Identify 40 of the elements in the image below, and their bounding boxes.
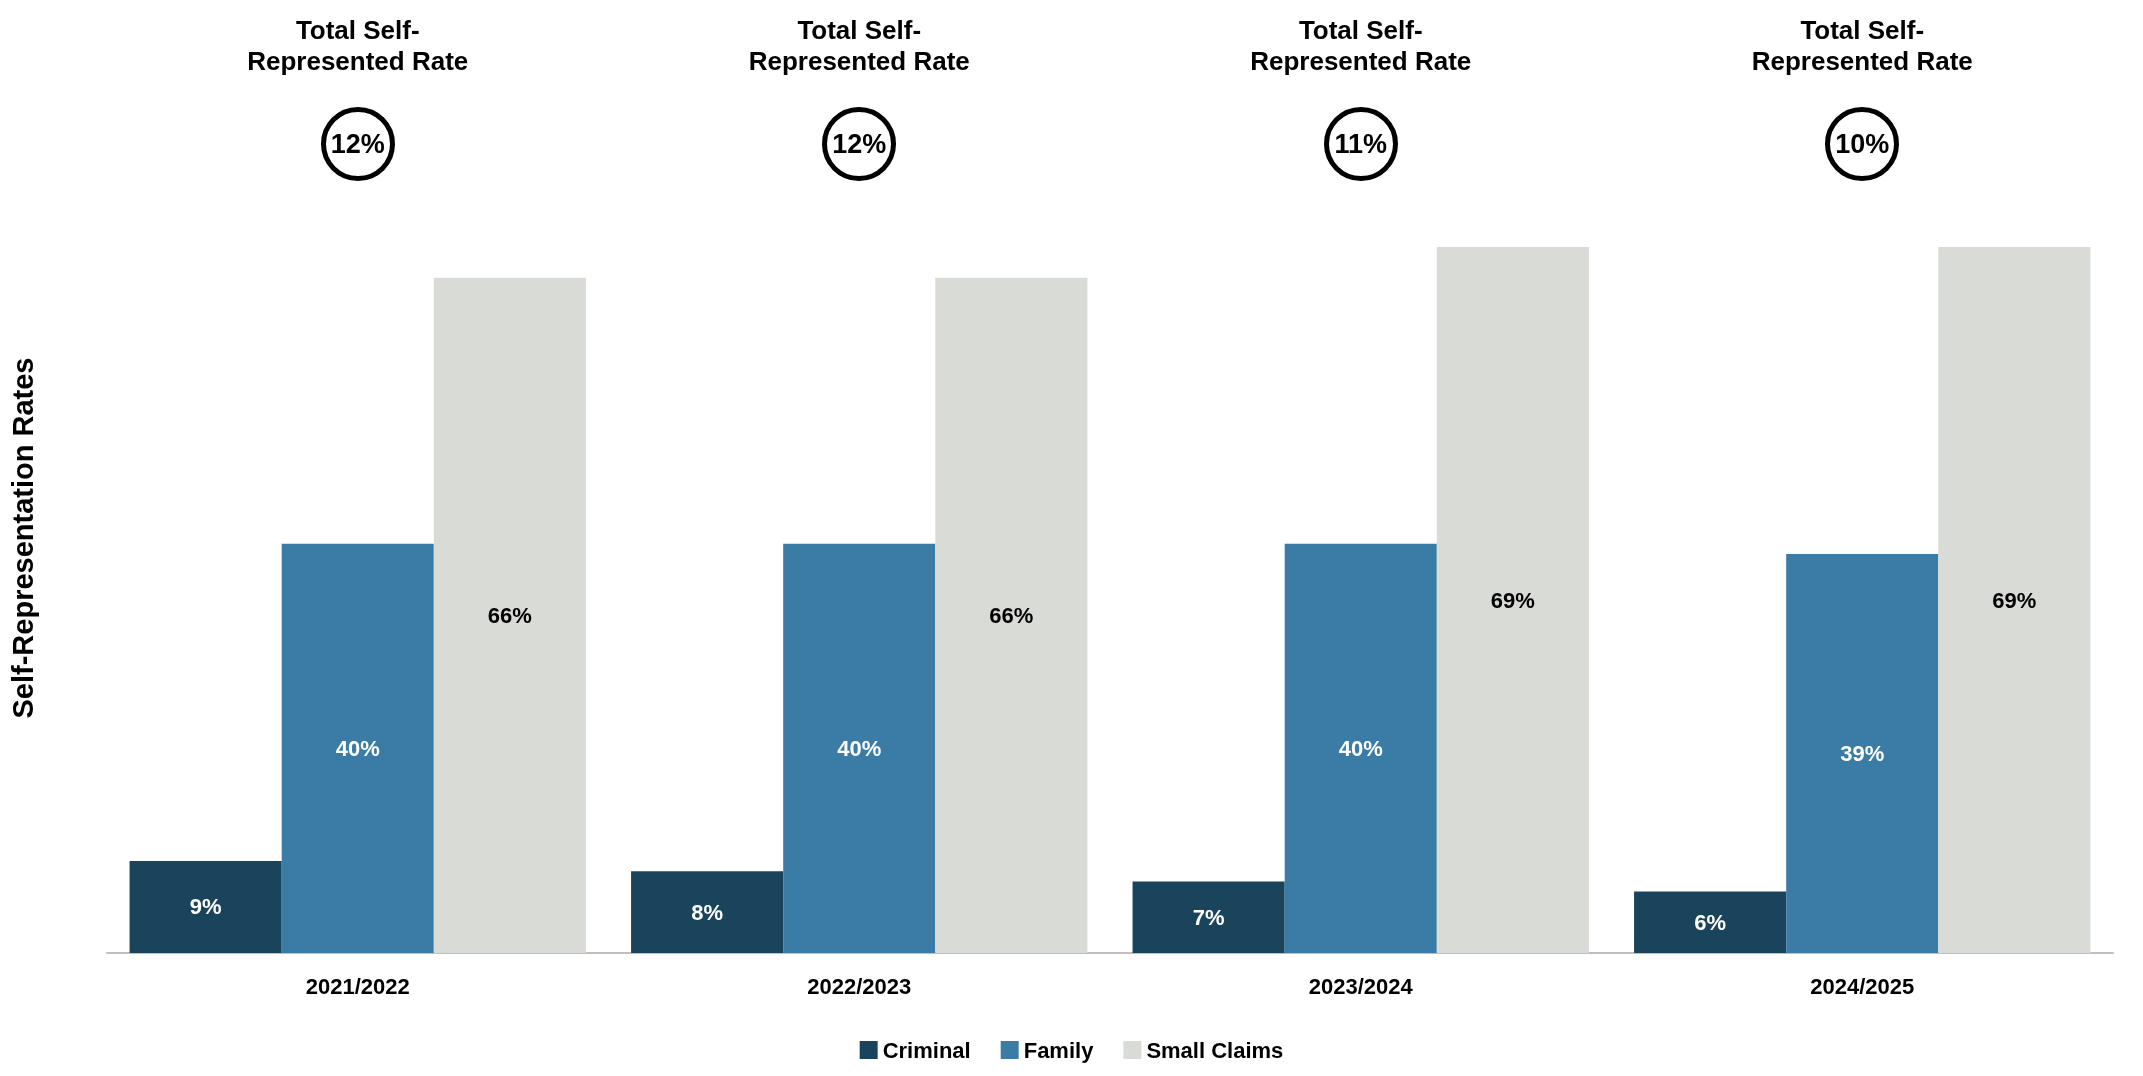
y-axis-title: Self-Representation Rates [6, 357, 39, 719]
x-tick-label: 2023/2024 [1308, 973, 1414, 999]
bar [783, 543, 936, 953]
bar [1436, 247, 1589, 953]
data-label: 40% [335, 735, 380, 761]
data-label: 40% [837, 735, 882, 761]
data-label: 8% [691, 899, 724, 925]
data-label: 69% [1490, 587, 1535, 613]
bar [1786, 553, 1939, 953]
text: 12% [329, 129, 386, 159]
text: 12% [831, 129, 888, 159]
data-label: 39% [1840, 740, 1885, 766]
text: Total Self-Represented Rate [747, 15, 971, 77]
data-label: 7% [1192, 904, 1225, 930]
bar [1284, 543, 1437, 953]
legend-label: Small Claims [1146, 1037, 1284, 1063]
data-label: 66% [989, 602, 1034, 628]
legend-label: Family [1023, 1037, 1095, 1063]
bar [129, 860, 282, 953]
text: Total Self-Represented Rate [1249, 15, 1473, 77]
text: 11% [1333, 129, 1389, 159]
bar [1132, 881, 1285, 953]
x-tick-label: 2024/2025 [1810, 973, 1915, 999]
data-label: 6% [1694, 909, 1727, 935]
text: Total Self-Represented Rate [1750, 15, 1974, 77]
text: 10% [1834, 129, 1891, 159]
data-label: 69% [1992, 587, 2037, 613]
text: Total Self-Represented Rate [246, 15, 470, 77]
data-label: 40% [1338, 735, 1383, 761]
bar [1634, 891, 1787, 953]
bar [631, 871, 784, 953]
legend-label: Criminal [882, 1037, 971, 1063]
x-tick-label: 2022/2023 [807, 973, 912, 999]
bar [281, 543, 434, 953]
data-label: 9% [189, 894, 222, 920]
data-label: 66% [487, 602, 532, 628]
x-tick-label: 2021/2022 [305, 973, 410, 999]
bar [433, 277, 586, 953]
bar [935, 277, 1088, 953]
bar [1938, 247, 2091, 953]
